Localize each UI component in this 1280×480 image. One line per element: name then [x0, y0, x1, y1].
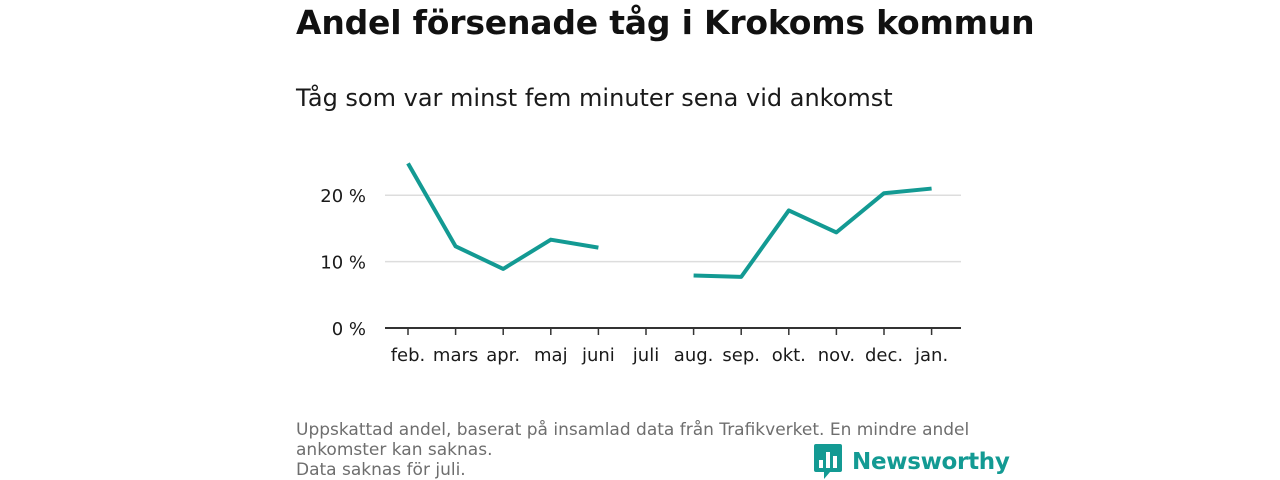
series-line — [693, 186, 932, 279]
x-tick-label: jan. — [914, 345, 948, 366]
chart-title: Andel försenade tåg i Krokoms kommun — [296, 3, 1035, 42]
bar-chart-speech-bubble-icon — [814, 444, 842, 479]
x-tick-label: mars — [433, 345, 478, 366]
newsworthy-logo[interactable]: Newsworthy — [814, 444, 1010, 480]
brand-name: Newsworthy — [852, 449, 1010, 475]
y-axis-tick-labels: 0 % 10 % 20 % — [320, 186, 366, 340]
footnote-line-2: ankomster kan saknas. — [296, 440, 493, 460]
x-tick-label: juni — [581, 345, 615, 366]
y-tick-label: 20 % — [320, 186, 366, 207]
footnote-line-1: Uppskattad andel, baserat på insamlad da… — [296, 420, 970, 440]
footnote: Uppskattad andel, baserat på insamlad da… — [296, 420, 986, 480]
x-tick-label: feb. — [391, 345, 426, 366]
x-tick-label: maj — [534, 345, 568, 366]
footnote-line-3: Data saknas för juli. — [296, 460, 466, 480]
x-tick-label: aug. — [674, 345, 714, 366]
gridlines — [385, 194, 961, 263]
y-tick-label: 10 % — [320, 253, 366, 274]
x-tick-label: apr. — [486, 345, 520, 366]
x-tick-label: okt. — [772, 345, 806, 366]
x-tick-label: dec. — [865, 345, 903, 366]
chart-subtitle: Tåg som var minst fem minuter sena vid a… — [296, 84, 893, 112]
line-chart: 0 % 10 % 20 % feb. mars apr. maj juni juli aug. s… — [320, 162, 961, 366]
series-line — [406, 162, 599, 271]
x-axis: feb. mars apr. maj juni juli aug. sep. okt. nov. d… — [385, 327, 961, 366]
x-tick-label: nov. — [818, 345, 855, 366]
y-tick-label: 0 % — [332, 319, 366, 340]
data-series — [406, 162, 932, 279]
x-tick-label: juli — [632, 345, 659, 366]
x-tick-label: sep. — [722, 345, 760, 366]
